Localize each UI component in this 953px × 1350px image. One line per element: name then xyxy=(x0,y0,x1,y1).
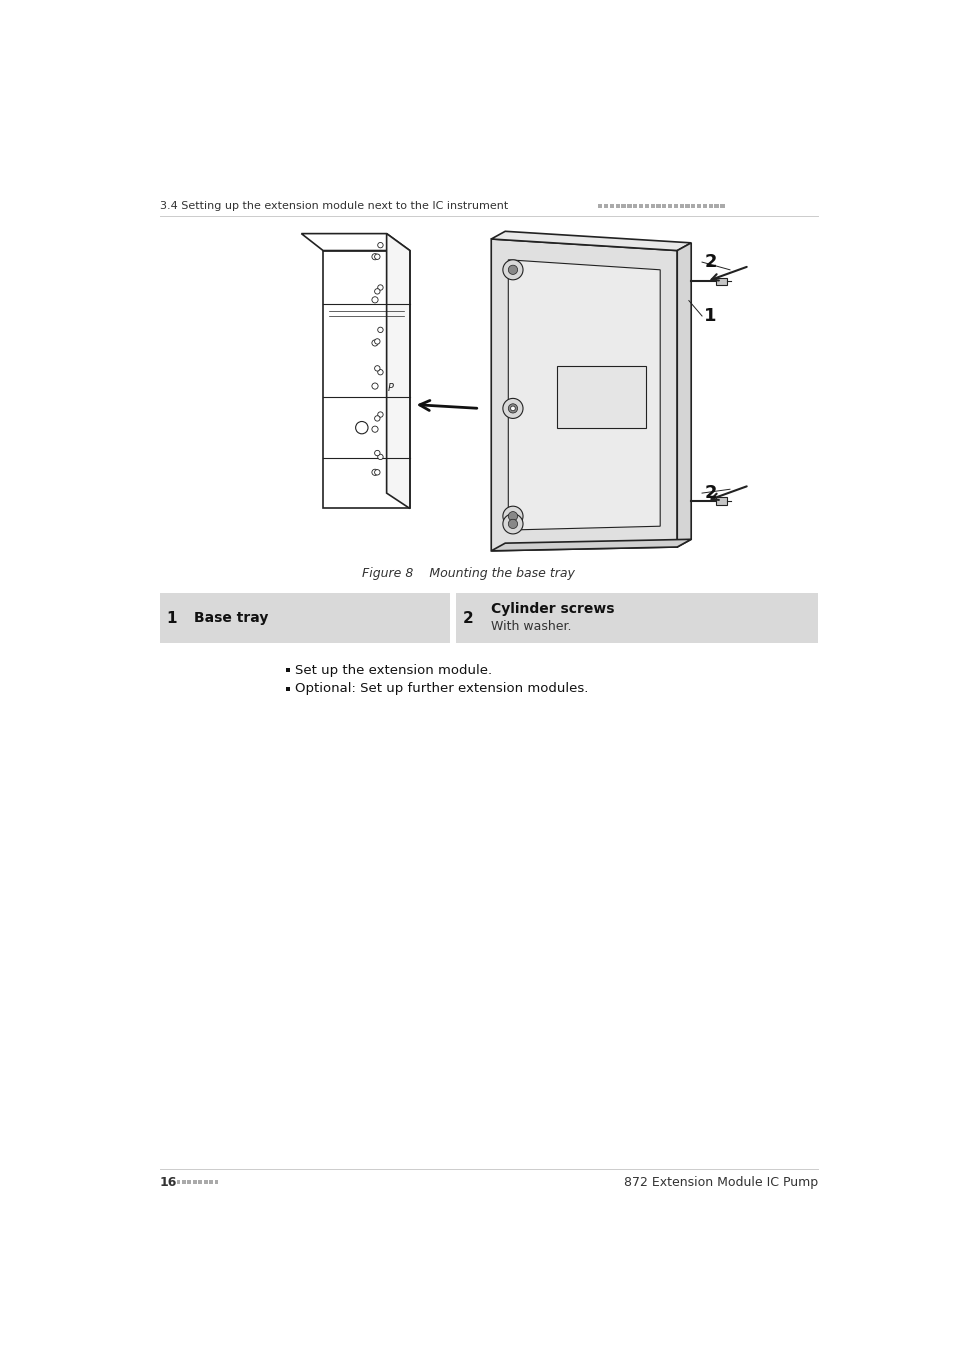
Bar xyxy=(716,497,726,505)
Bar xyxy=(204,1180,208,1184)
Circle shape xyxy=(372,340,377,346)
Bar xyxy=(187,1180,192,1184)
Circle shape xyxy=(502,259,522,279)
Circle shape xyxy=(375,470,379,475)
Bar xyxy=(176,1180,180,1184)
Text: Set up the extension module.: Set up the extension module. xyxy=(294,664,492,676)
Polygon shape xyxy=(386,234,410,509)
Circle shape xyxy=(377,370,383,375)
Bar xyxy=(633,204,637,208)
Bar xyxy=(627,204,631,208)
Circle shape xyxy=(508,512,517,521)
Circle shape xyxy=(372,470,377,475)
Polygon shape xyxy=(301,234,410,251)
Bar xyxy=(673,204,678,208)
Bar xyxy=(679,204,683,208)
Bar xyxy=(456,593,818,643)
Bar xyxy=(609,204,614,208)
Circle shape xyxy=(375,451,379,456)
Polygon shape xyxy=(491,539,691,551)
Text: Figure 8    Mounting the base tray: Figure 8 Mounting the base tray xyxy=(361,567,574,580)
Bar xyxy=(661,204,666,208)
Bar xyxy=(198,1180,202,1184)
Polygon shape xyxy=(491,239,677,551)
Text: 1: 1 xyxy=(703,306,716,325)
Circle shape xyxy=(375,339,379,344)
Bar xyxy=(684,204,689,208)
Bar xyxy=(214,1180,218,1184)
Circle shape xyxy=(372,297,377,302)
Circle shape xyxy=(508,265,517,274)
Bar xyxy=(714,204,718,208)
Circle shape xyxy=(377,327,383,332)
Circle shape xyxy=(372,383,377,389)
Text: Base tray: Base tray xyxy=(194,612,269,625)
Circle shape xyxy=(508,520,517,528)
Text: With washer.: With washer. xyxy=(491,620,571,633)
Bar xyxy=(286,668,290,672)
Circle shape xyxy=(372,254,377,259)
Bar xyxy=(702,204,706,208)
Circle shape xyxy=(375,254,379,259)
Text: 16: 16 xyxy=(159,1176,176,1189)
Circle shape xyxy=(502,506,522,526)
Text: Cylinder screws: Cylinder screws xyxy=(491,602,614,616)
Text: 872 Extension Module IC Pump: 872 Extension Module IC Pump xyxy=(623,1176,818,1189)
Circle shape xyxy=(372,427,377,432)
Bar xyxy=(720,204,723,208)
Circle shape xyxy=(377,454,383,459)
Circle shape xyxy=(375,366,379,371)
Text: Optional: Set up further extension modules.: Optional: Set up further extension modul… xyxy=(294,682,588,695)
Bar xyxy=(557,366,645,428)
Bar xyxy=(708,204,712,208)
Bar xyxy=(667,204,672,208)
Circle shape xyxy=(502,398,522,418)
Circle shape xyxy=(502,514,522,533)
Text: 2: 2 xyxy=(462,610,473,625)
Circle shape xyxy=(510,406,515,410)
Bar xyxy=(182,1180,186,1184)
Polygon shape xyxy=(508,259,659,531)
Circle shape xyxy=(377,412,383,417)
Text: 1: 1 xyxy=(166,610,176,625)
Bar xyxy=(639,204,642,208)
Polygon shape xyxy=(491,231,691,251)
Text: 2: 2 xyxy=(703,252,716,271)
Text: 2: 2 xyxy=(703,485,716,502)
Bar xyxy=(656,204,659,208)
Bar xyxy=(209,1180,213,1184)
Bar xyxy=(620,204,625,208)
Bar xyxy=(644,204,648,208)
Circle shape xyxy=(375,416,379,421)
Bar xyxy=(716,278,726,285)
Bar xyxy=(650,204,654,208)
Bar xyxy=(286,687,290,691)
Text: 3.4 Setting up the extension module next to the IC instrument: 3.4 Setting up the extension module next… xyxy=(159,201,507,211)
Bar xyxy=(598,204,602,208)
Bar xyxy=(615,204,619,208)
Bar xyxy=(193,1180,196,1184)
Bar xyxy=(603,204,608,208)
Circle shape xyxy=(375,289,379,294)
Polygon shape xyxy=(323,251,410,509)
Circle shape xyxy=(377,285,383,290)
Circle shape xyxy=(508,404,517,413)
Bar xyxy=(691,204,695,208)
Text: P: P xyxy=(387,382,393,393)
Bar xyxy=(159,593,450,643)
Circle shape xyxy=(377,243,383,248)
Bar xyxy=(697,204,700,208)
Polygon shape xyxy=(677,243,691,547)
